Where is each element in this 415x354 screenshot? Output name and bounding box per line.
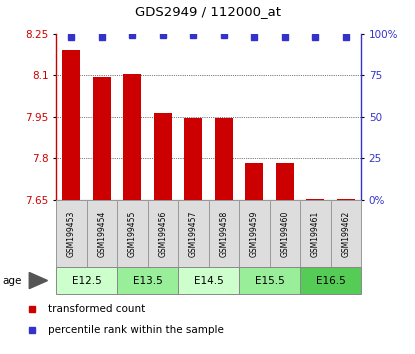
Text: GSM199453: GSM199453 [67, 210, 76, 257]
Bar [148, 200, 178, 267]
Bar [270, 200, 300, 267]
Bar [178, 267, 239, 294]
Text: E16.5: E16.5 [316, 275, 345, 286]
Bar [93, 76, 111, 200]
Text: E13.5: E13.5 [133, 275, 162, 286]
Text: transformed count: transformed count [48, 304, 145, 314]
Bar [123, 74, 142, 200]
Bar [87, 200, 117, 267]
Bar [300, 267, 361, 294]
Text: GSM199457: GSM199457 [189, 210, 198, 257]
Bar [184, 118, 203, 200]
Bar [56, 267, 117, 294]
Bar [56, 200, 87, 267]
Text: E15.5: E15.5 [255, 275, 284, 286]
Text: GSM199462: GSM199462 [341, 211, 350, 257]
Bar [245, 162, 264, 200]
Bar [300, 200, 331, 267]
Text: GSM199455: GSM199455 [128, 210, 137, 257]
Bar [276, 162, 294, 200]
Text: age: age [2, 275, 22, 286]
Text: E14.5: E14.5 [194, 275, 223, 286]
Bar [331, 200, 361, 267]
Bar [215, 118, 233, 200]
Text: GSM199454: GSM199454 [97, 210, 106, 257]
Bar [209, 200, 239, 267]
Bar [239, 267, 300, 294]
Bar [117, 267, 178, 294]
Bar [178, 200, 209, 267]
Text: GSM199461: GSM199461 [311, 211, 320, 257]
Text: GSM199459: GSM199459 [250, 210, 259, 257]
Text: GSM199460: GSM199460 [280, 210, 289, 257]
Polygon shape [29, 273, 47, 289]
Text: GSM199458: GSM199458 [219, 211, 228, 257]
Bar [117, 200, 148, 267]
Bar [62, 50, 81, 200]
Bar [337, 199, 355, 200]
Text: percentile rank within the sample: percentile rank within the sample [48, 325, 224, 336]
Text: GSM199456: GSM199456 [158, 210, 167, 257]
Bar [154, 113, 172, 200]
Text: GDS2949 / 112000_at: GDS2949 / 112000_at [134, 5, 281, 18]
Bar [306, 199, 325, 200]
Bar [239, 200, 270, 267]
Text: E12.5: E12.5 [72, 275, 101, 286]
